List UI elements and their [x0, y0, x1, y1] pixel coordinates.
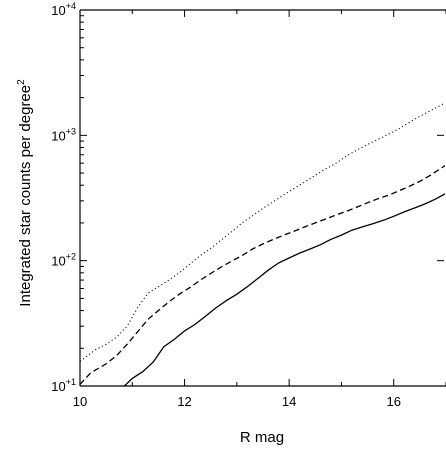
- x-tick-label: 10: [73, 394, 87, 409]
- x-tick-label: 16: [386, 394, 400, 409]
- y-tick-label: 10+2: [51, 252, 76, 269]
- y-axis-label-main: Integrated star counts per degree: [17, 85, 34, 307]
- x-tick-label: 12: [177, 394, 191, 409]
- x-tick-label: 14: [282, 394, 296, 409]
- series-line-dotted: [80, 102, 445, 362]
- y-axis-label: Integrated star counts per degree2: [16, 79, 34, 307]
- series-line-solid: [123, 193, 445, 386]
- series-line-dashed: [80, 164, 445, 385]
- labels-layer: 10 12 14 16 10+1 10+2 10+3 10+4: [51, 1, 401, 409]
- axes-layer: [79, 9, 446, 387]
- y-tick-label: 10+3: [51, 126, 76, 143]
- series-layer: [80, 102, 445, 386]
- y-axis-label-superscript: 2: [16, 79, 27, 85]
- x-axis-label: R mag: [240, 429, 284, 446]
- y-tick-label: 10+1: [51, 377, 76, 394]
- y-tick-label: 10+4: [51, 1, 76, 18]
